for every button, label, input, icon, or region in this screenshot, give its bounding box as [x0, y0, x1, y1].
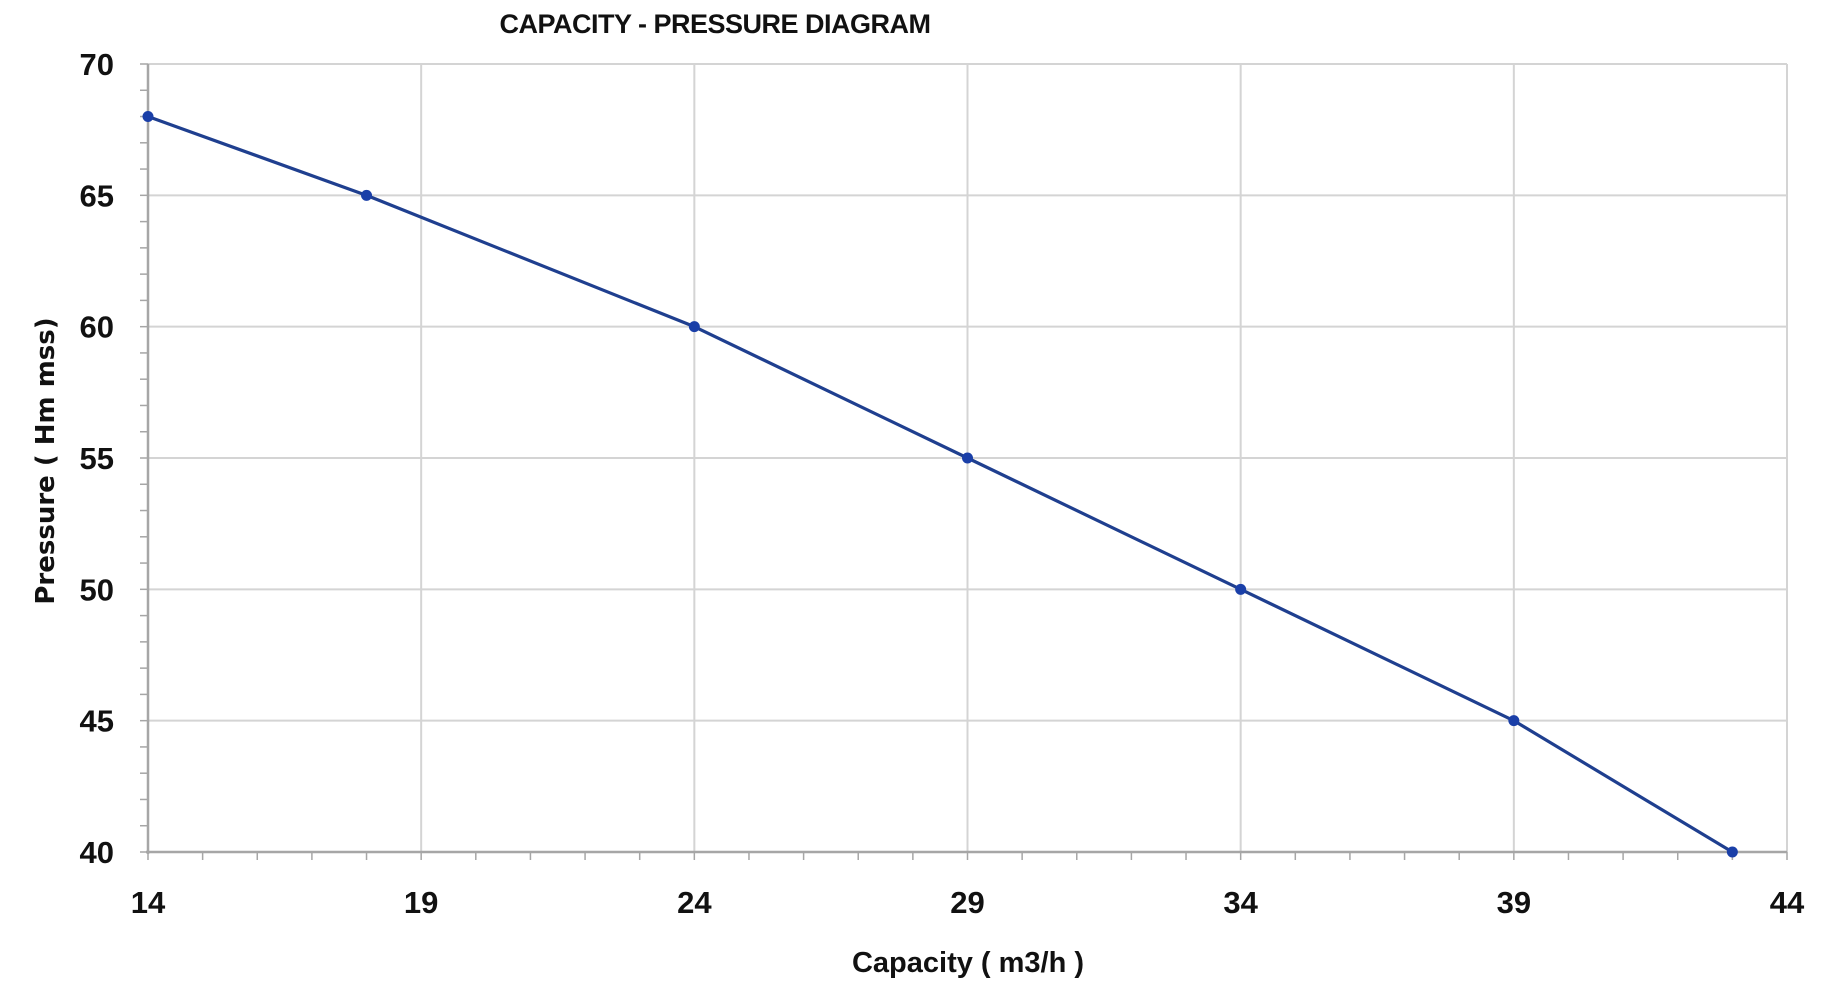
- series-line: [147, 115, 1734, 854]
- y-tick-label: 40: [80, 835, 114, 870]
- y-tick-label: 50: [80, 572, 114, 607]
- series: [142, 111, 1738, 858]
- y-tick-label: 65: [80, 178, 114, 213]
- data-point: [1235, 583, 1247, 595]
- gridlines: [148, 63, 1788, 852]
- x-tick-label: 24: [677, 885, 712, 920]
- tick-labels: 40 45 50 55 60 65 70 14 19 24 29 34 39 44: [80, 47, 1805, 920]
- x-axis-label: Capacity ( m3/h ): [852, 947, 1084, 979]
- y-tick-label: 55: [80, 441, 114, 476]
- data-point: [962, 452, 973, 464]
- data-point: [1726, 846, 1738, 858]
- y-tick-label: 70: [80, 47, 114, 82]
- x-tick-label: 14: [131, 885, 166, 920]
- data-point: [1508, 715, 1520, 727]
- y-axis-label: Pressure ( Hm mss): [31, 317, 61, 604]
- data-point: [142, 111, 154, 123]
- x-tick-label: 34: [1223, 885, 1258, 920]
- x-tick-label: 19: [404, 885, 438, 920]
- x-tick-label: 29: [950, 885, 984, 920]
- axes: [140, 63, 1788, 860]
- chart-title: CAPACITY - PRESSURE DIAGRAM: [499, 9, 930, 39]
- y-tick-label: 45: [80, 704, 114, 739]
- x-tick-label: 39: [1497, 885, 1531, 920]
- x-tick-label: 44: [1770, 885, 1805, 920]
- y-tick-label: 60: [80, 310, 114, 345]
- data-point: [688, 321, 700, 333]
- data-point: [361, 189, 373, 201]
